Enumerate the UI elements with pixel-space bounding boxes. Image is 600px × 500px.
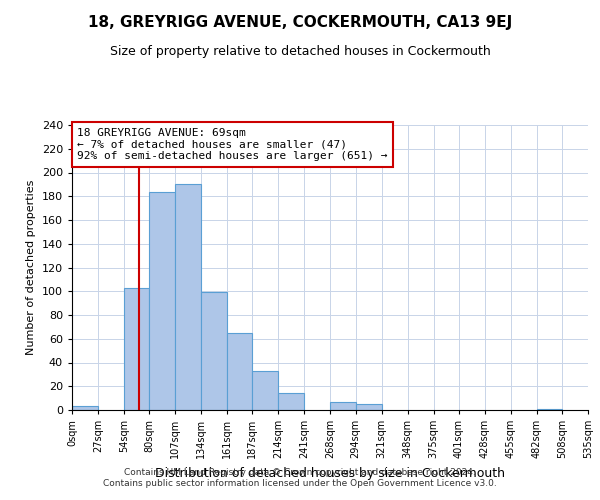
X-axis label: Distribution of detached houses by size in Cockermouth: Distribution of detached houses by size … <box>155 466 505 479</box>
Bar <box>72 406 98 410</box>
Bar <box>201 292 227 410</box>
Text: 18, GREYRIGG AVENUE, COCKERMOUTH, CA13 9EJ: 18, GREYRIGG AVENUE, COCKERMOUTH, CA13 9… <box>88 15 512 30</box>
Text: 18 GREYRIGG AVENUE: 69sqm
← 7% of detached houses are smaller (47)
92% of semi-d: 18 GREYRIGG AVENUE: 69sqm ← 7% of detach… <box>77 128 388 161</box>
Bar <box>149 192 175 410</box>
Text: Size of property relative to detached houses in Cockermouth: Size of property relative to detached ho… <box>110 45 490 58</box>
Bar <box>537 409 562 410</box>
Bar <box>253 371 278 410</box>
Bar <box>124 288 149 410</box>
Bar <box>356 404 382 410</box>
Text: Contains HM Land Registry data © Crown copyright and database right 2024.
Contai: Contains HM Land Registry data © Crown c… <box>103 468 497 487</box>
Y-axis label: Number of detached properties: Number of detached properties <box>26 180 36 355</box>
Bar <box>227 333 253 410</box>
Bar <box>331 402 356 410</box>
Bar <box>278 394 304 410</box>
Bar <box>175 184 201 410</box>
